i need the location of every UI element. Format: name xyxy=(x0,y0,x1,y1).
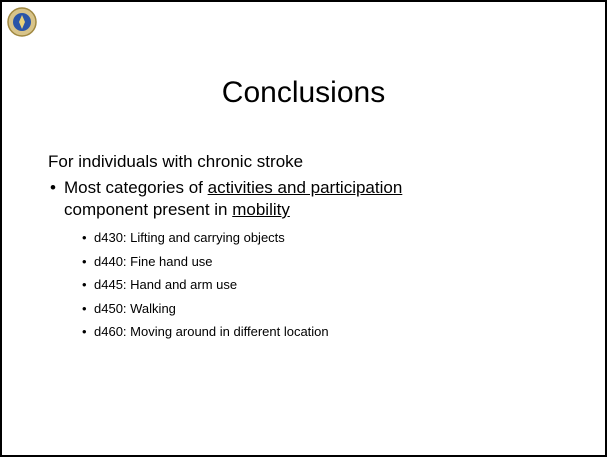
logo xyxy=(7,7,37,37)
bullet-line: Most categories of activities and partic… xyxy=(64,178,402,198)
sub-bullet-text: d460: Moving around in different locatio… xyxy=(94,324,329,339)
text: component present in xyxy=(64,200,233,219)
sub-bullet-text: d445: Hand and arm use xyxy=(94,277,238,292)
sub-bullet-dot: • xyxy=(82,230,87,245)
underlined-text: mobility xyxy=(232,200,290,219)
sub-bullet-dot: • xyxy=(82,300,87,316)
bullet-line: component present in mobility xyxy=(64,200,290,220)
sub-bullet-dot: • xyxy=(82,324,87,339)
sub-bullet-dot: • xyxy=(82,277,87,292)
title: Conclusions xyxy=(221,76,386,109)
sub-bullet-text: d450: Walking xyxy=(94,300,176,316)
underlined-text: activities and participation xyxy=(207,178,403,197)
sub-bullet-text: d430: Lifting and carrying objects xyxy=(94,230,285,245)
text: Most categories of xyxy=(64,178,208,197)
bullet-dot: • xyxy=(50,178,56,197)
sub-bullet-text: d440: Fine hand use xyxy=(94,253,213,269)
intro-text: For individuals with chronic stroke xyxy=(48,152,304,171)
sub-bullet-dot: • xyxy=(82,253,87,269)
